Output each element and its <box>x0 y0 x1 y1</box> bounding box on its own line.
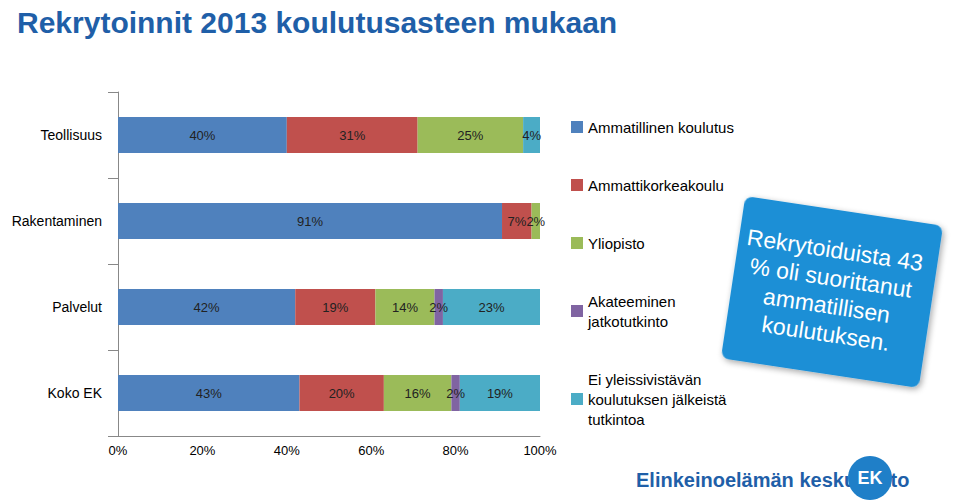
svg-text:% oli suorittanut: % oli suorittanut <box>748 252 921 304</box>
svg-text:EK: EK <box>857 468 882 488</box>
svg-text:ammatillisen: ammatillisen <box>761 283 899 329</box>
svg-text:Rekrytoiduista 43: Rekrytoiduista 43 <box>745 223 932 277</box>
svg-text:koulutuksen jälkeistä: koulutuksen jälkeistä <box>588 391 727 408</box>
svg-text:koulutuksen.: koulutuksen. <box>760 311 892 356</box>
svg-text:40%: 40% <box>189 128 215 143</box>
svg-text:91%: 91% <box>297 214 323 229</box>
svg-text:Teollisuus: Teollisuus <box>41 127 102 143</box>
svg-text:Palvelut: Palvelut <box>52 299 102 315</box>
svg-text:0%: 0% <box>109 443 128 458</box>
svg-text:7%: 7% <box>507 214 526 229</box>
svg-text:jatkotutkinto: jatkotutkinto <box>587 313 668 330</box>
svg-text:2%: 2% <box>446 386 465 401</box>
svg-text:14%: 14% <box>392 300 418 315</box>
svg-text:Akateeminen: Akateeminen <box>588 293 676 310</box>
svg-text:31%: 31% <box>339 128 365 143</box>
svg-text:23%: 23% <box>478 300 504 315</box>
svg-text:2%: 2% <box>429 300 448 315</box>
svg-text:16%: 16% <box>405 386 431 401</box>
svg-text:19%: 19% <box>322 300 348 315</box>
svg-text:100%: 100% <box>523 443 557 458</box>
svg-text:2%: 2% <box>526 214 545 229</box>
svg-text:Ammatillinen koulutus: Ammatillinen koulutus <box>588 119 734 136</box>
svg-text:43%: 43% <box>196 386 222 401</box>
svg-text:Koko EK: Koko EK <box>48 385 103 401</box>
svg-text:Yliopisto: Yliopisto <box>588 235 645 252</box>
svg-text:Elinkeinoelämän keskusliitto: Elinkeinoelämän keskusliitto <box>636 469 909 491</box>
svg-text:19%: 19% <box>487 386 513 401</box>
svg-text:20%: 20% <box>329 386 355 401</box>
svg-text:Rekrytoinnit 2013 koulutusaste: Rekrytoinnit 2013 koulutusasteen mukaan <box>17 6 617 39</box>
svg-text:80%: 80% <box>443 443 469 458</box>
svg-text:Ammattikorkeakoulu: Ammattikorkeakoulu <box>588 177 724 194</box>
svg-text:4%: 4% <box>522 128 541 143</box>
svg-text:Ei yleissivistävän: Ei yleissivistävän <box>588 371 701 388</box>
svg-text:40%: 40% <box>274 443 300 458</box>
svg-text:Rakentaminen: Rakentaminen <box>12 213 102 229</box>
svg-text:42%: 42% <box>194 300 220 315</box>
svg-text:25%: 25% <box>457 128 483 143</box>
svg-text:60%: 60% <box>358 443 384 458</box>
svg-text:tutkintoa: tutkintoa <box>588 411 645 428</box>
svg-text:20%: 20% <box>189 443 215 458</box>
